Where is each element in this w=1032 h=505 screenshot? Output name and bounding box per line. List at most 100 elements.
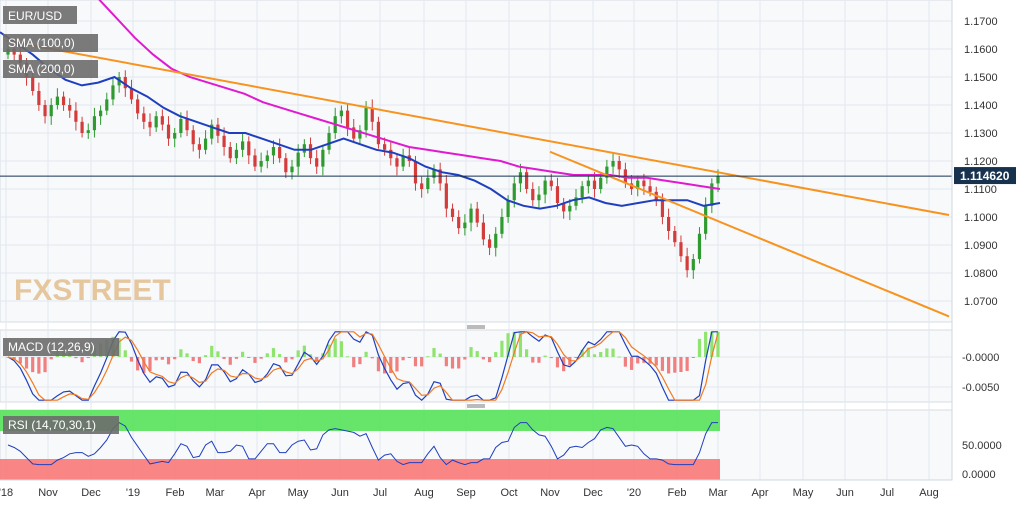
macd-label: MACD (12,26,9)	[8, 340, 95, 354]
rsi-overbought-zone	[0, 410, 720, 431]
x-tick-label: May	[793, 487, 814, 499]
macd-histogram-bar	[383, 357, 387, 374]
macd-histogram-bar	[24, 357, 29, 369]
candle-body	[241, 141, 245, 150]
macd-histogram-bar	[543, 355, 547, 357]
macd-histogram-bar	[506, 333, 510, 357]
macd-histogram-bar	[333, 338, 337, 357]
symbol-label: EUR/USD	[8, 9, 62, 23]
rsi-series	[0, 410, 720, 480]
macd-histogram-bar	[253, 357, 257, 363]
rsi-tag[interactable]: RSI (14,70,30,1)	[3, 416, 119, 434]
macd-histogram-bar	[673, 357, 677, 373]
macd-tag-bg	[3, 338, 119, 356]
macd-histogram-bar	[599, 351, 603, 357]
macd-line	[7, 330, 718, 402]
panel-splitter-macd[interactable]	[467, 325, 485, 329]
macd-histogram-bar	[74, 357, 78, 359]
candle-body	[537, 194, 541, 201]
macd-histogram-bar	[43, 357, 47, 373]
x-tick-label: Sep	[456, 487, 476, 499]
macd-histogram-bar	[463, 357, 467, 360]
macd-histogram-bar	[592, 354, 597, 357]
macd-histogram-bar	[691, 357, 695, 358]
macd-histogram-bar	[611, 348, 615, 357]
x-tick-label: Jun	[836, 487, 854, 499]
candle-body	[55, 96, 59, 105]
candle-body	[512, 183, 516, 201]
macd-histogram-bar	[475, 351, 479, 357]
candle-body	[68, 105, 72, 111]
candle-body	[321, 149, 325, 167]
macd-histogram-bar	[234, 357, 239, 359]
candle-body	[586, 180, 590, 187]
macd-histogram-bar	[278, 354, 282, 357]
macd-histogram-bar	[487, 357, 492, 363]
macd-signal-line	[7, 331, 719, 401]
macd-histogram-bar	[173, 357, 177, 360]
candle-body	[691, 259, 695, 271]
macd-histogram-bar	[432, 347, 436, 357]
candle-body	[210, 124, 214, 139]
macd-histogram-bar	[574, 357, 578, 358]
macd-histogram-bar	[512, 331, 516, 357]
macd-histogram-bar	[352, 357, 356, 368]
macd-histogram-bar	[31, 357, 35, 373]
sma200-tag[interactable]: SMA (200,0)	[3, 60, 98, 78]
macd-histogram-bar	[667, 357, 671, 374]
candle-body	[506, 200, 510, 217]
candle-body	[228, 147, 232, 159]
watermark: FXSTREET	[14, 274, 171, 307]
candle-body	[80, 121, 84, 133]
candle-body	[525, 172, 529, 189]
candle-body	[580, 186, 584, 198]
macd-histogram-bar	[450, 357, 455, 369]
macd-histogram-bar	[179, 349, 183, 357]
sma100-tag[interactable]: SMA (100,0)	[3, 34, 98, 52]
candle-body	[605, 166, 609, 178]
macd-histogram-bar	[623, 357, 627, 367]
sma100-tag-bg	[3, 34, 98, 52]
candle-body	[142, 113, 146, 122]
rsi-tag-bg	[3, 416, 119, 434]
macd-histogram-bar	[185, 353, 189, 357]
macd-tick-label: -0.0050	[962, 382, 999, 394]
candle-body	[494, 233, 498, 248]
candle-body	[284, 158, 288, 173]
candle-body	[426, 177, 430, 189]
candle-body	[86, 130, 90, 133]
candle-body	[111, 85, 115, 100]
macd-histogram-bar	[339, 341, 343, 357]
macd-histogram-bar	[407, 357, 411, 358]
watermark-text: FXSTREET	[14, 274, 171, 307]
macd-histogram-bar	[160, 357, 164, 360]
candle-body	[308, 144, 313, 159]
macd-tag[interactable]: MACD (12,26,9)	[3, 338, 119, 356]
candle-body	[710, 183, 714, 206]
candle-body	[463, 222, 467, 229]
candle-body	[562, 203, 566, 212]
candle-body	[271, 147, 276, 156]
candle-body	[549, 180, 553, 187]
rsi-tick-label: 0.0000	[962, 469, 996, 481]
candle-body	[129, 88, 134, 100]
panel-splitter-rsi[interactable]	[467, 404, 485, 408]
candle-body	[123, 77, 127, 89]
macd-histogram-bar	[37, 357, 41, 374]
symbol-tag[interactable]: EUR/USD	[3, 6, 77, 24]
candle-body	[642, 180, 646, 187]
macd-histogram-bar	[284, 357, 288, 363]
x-tick-label: Dec	[583, 487, 603, 499]
candle-body	[197, 144, 201, 150]
macd-histogram-bar	[654, 357, 658, 366]
x-tick-label: Nov	[38, 487, 58, 499]
candle-body	[469, 208, 473, 223]
candle-body	[31, 77, 35, 91]
candle-body	[49, 105, 53, 117]
candle-body	[531, 189, 535, 201]
macd-histogram-bar	[80, 357, 84, 363]
candle-body	[648, 186, 652, 192]
x-tick-label: Apr	[751, 487, 768, 499]
macd-histogram-bar	[586, 347, 590, 357]
